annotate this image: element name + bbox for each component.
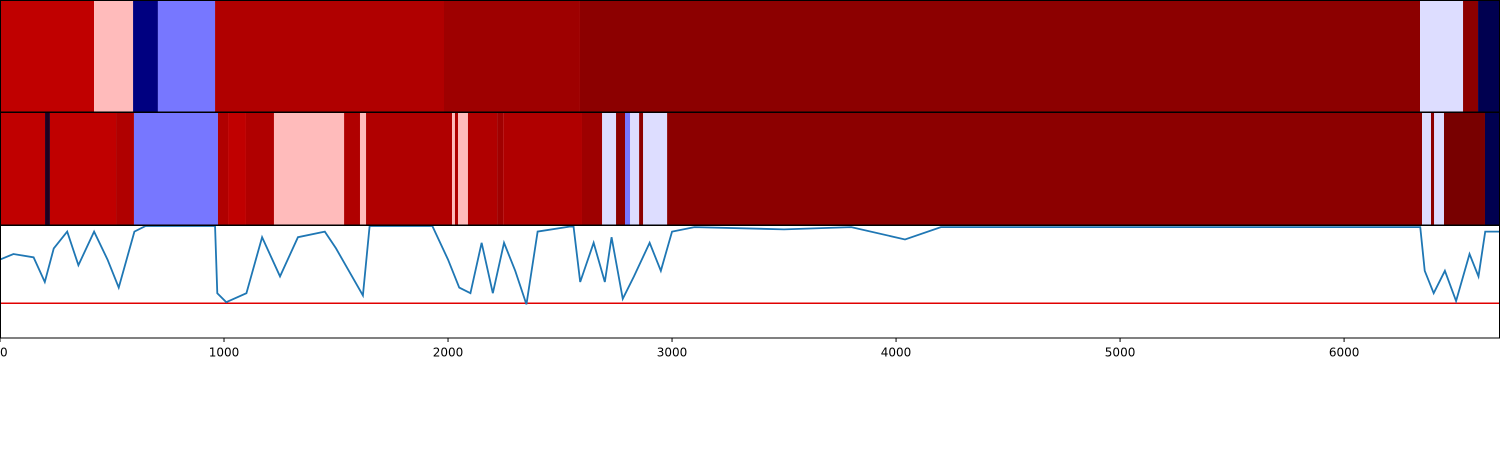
segment bbox=[602, 113, 617, 225]
segment bbox=[1484, 113, 1500, 225]
segment bbox=[94, 1, 134, 112]
segment bbox=[1463, 1, 1479, 112]
segment bbox=[245, 113, 274, 225]
segment bbox=[639, 113, 644, 225]
segment bbox=[581, 113, 603, 225]
segment bbox=[454, 113, 459, 225]
segment bbox=[579, 1, 1421, 112]
x-tick-label: 0 bbox=[0, 346, 8, 360]
segment bbox=[497, 113, 504, 225]
segment bbox=[458, 113, 468, 225]
segment bbox=[1431, 113, 1435, 225]
x-tick-label: 1000 bbox=[209, 346, 240, 360]
segment bbox=[217, 113, 229, 225]
segment bbox=[503, 113, 582, 225]
segment bbox=[452, 113, 455, 225]
x-tick-label: 6000 bbox=[1329, 346, 1360, 360]
line bbox=[0, 226, 1500, 305]
segment bbox=[344, 113, 360, 225]
segment bbox=[643, 113, 668, 225]
segment bbox=[0, 1, 95, 112]
segment bbox=[0, 113, 46, 225]
x-tick-label: 3000 bbox=[657, 346, 688, 360]
segment bbox=[1434, 113, 1444, 225]
segment bbox=[625, 113, 631, 225]
x-tick-label: 4000 bbox=[881, 346, 912, 360]
segment bbox=[215, 1, 444, 112]
segment bbox=[133, 113, 218, 225]
segment bbox=[630, 113, 640, 225]
segment bbox=[116, 113, 134, 225]
segment bbox=[443, 1, 580, 112]
segment bbox=[49, 113, 117, 225]
segment bbox=[616, 113, 625, 225]
segment bbox=[1443, 113, 1485, 225]
x-tick-label: 5000 bbox=[1105, 346, 1136, 360]
panel-frame bbox=[0, 225, 1500, 339]
segment bbox=[366, 113, 453, 225]
segment bbox=[228, 113, 246, 225]
segment bbox=[667, 113, 1423, 225]
segment bbox=[1420, 1, 1464, 112]
segment bbox=[133, 1, 158, 112]
segment bbox=[467, 113, 498, 225]
plot: 0 1000 2000 3000 4000 5000 6000 bbox=[0, 0, 1500, 360]
segment bbox=[273, 113, 345, 225]
x-tick-label: 2000 bbox=[433, 346, 464, 360]
segment bbox=[45, 113, 50, 225]
segment bbox=[1478, 1, 1500, 112]
segment bbox=[1422, 113, 1432, 225]
segment bbox=[157, 1, 216, 112]
segment bbox=[359, 113, 367, 225]
